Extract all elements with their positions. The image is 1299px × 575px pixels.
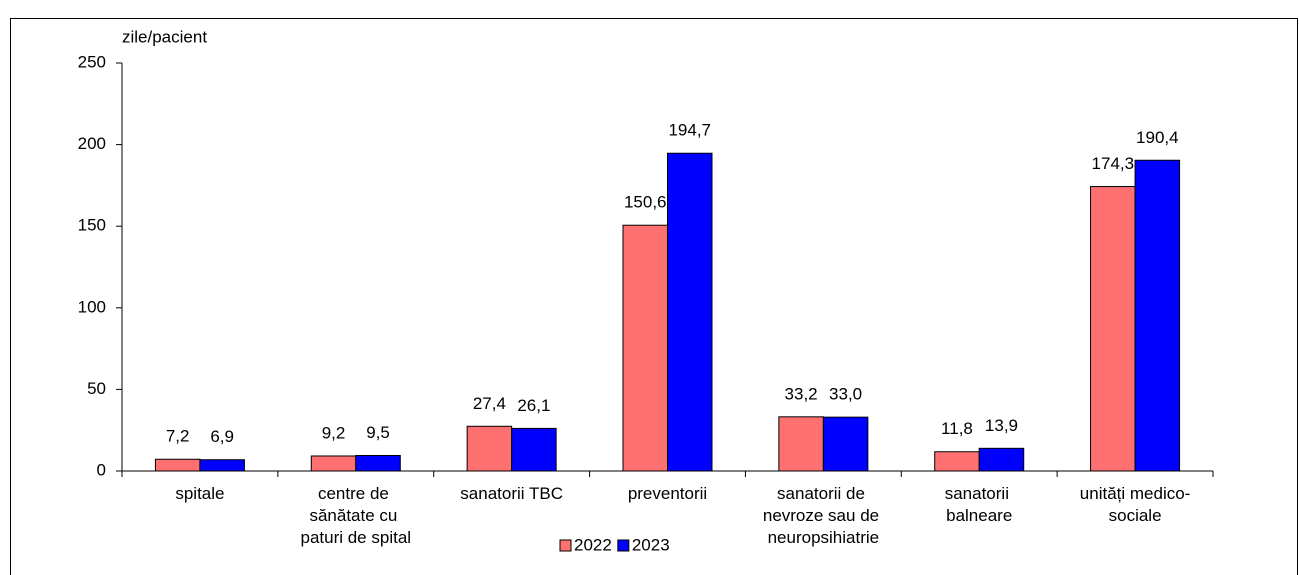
bar xyxy=(978,447,1025,472)
bar xyxy=(355,454,401,472)
x-tick-label-line: sanatorii xyxy=(945,484,1014,503)
x-tick-label-line: sanatorii de xyxy=(777,484,870,503)
x-tick-label-line: spitale xyxy=(175,484,224,503)
x-tick-label-line: sănătate cu xyxy=(309,506,402,525)
bar xyxy=(622,224,668,472)
bar xyxy=(154,458,201,472)
y-tick-label: 200 xyxy=(78,134,106,153)
value-label: 26,1 xyxy=(517,396,550,415)
x-tick-label: sanatorii balneare xyxy=(945,484,1014,525)
bar xyxy=(1134,159,1181,472)
x-tick-label-line: neuropsihiatrie xyxy=(768,528,880,547)
bar xyxy=(511,427,557,472)
legend-label: 2023 xyxy=(632,535,670,554)
value-label: 9,5 xyxy=(366,423,390,442)
value-label: 174,3 xyxy=(1092,154,1135,173)
value-label: 33,0 xyxy=(829,385,862,404)
bar xyxy=(199,459,245,472)
legend-label: 2022 xyxy=(574,535,612,554)
value-label: 27,4 xyxy=(473,394,506,413)
value-label: 33,2 xyxy=(785,384,818,403)
bar xyxy=(934,451,980,472)
x-tick-label: unități medico-sociale xyxy=(1080,484,1191,525)
bar xyxy=(667,152,713,472)
legend-swatch xyxy=(617,539,630,552)
value-label: 9,2 xyxy=(322,423,346,442)
x-tick-label-line: sociale xyxy=(1109,506,1162,525)
x-tick-label-line: preventorii xyxy=(628,484,707,503)
value-label: 6,9 xyxy=(210,427,234,446)
x-tick-label-line: centre de xyxy=(318,484,394,503)
value-label: 190,4 xyxy=(1136,128,1179,147)
y-tick-label: 250 xyxy=(78,52,106,71)
x-tick-label-line: nevroze sau de xyxy=(763,506,884,525)
y-tick-label: 150 xyxy=(78,216,106,235)
bar xyxy=(1090,186,1136,472)
x-tick-label: spitale xyxy=(175,484,224,503)
y-tick-label: 0 xyxy=(97,460,106,479)
legend-swatch xyxy=(559,539,572,552)
y-axis-label: zile/pacient xyxy=(122,27,207,46)
x-tick-label-line: paturi de spital xyxy=(300,528,411,547)
value-label: 11,8 xyxy=(941,419,973,438)
bar xyxy=(822,416,869,472)
bar xyxy=(778,416,824,472)
bar xyxy=(310,455,357,472)
x-tick-label-line: balneare xyxy=(946,506,1012,525)
y-tick-label: 50 xyxy=(87,379,106,398)
x-tick-label: centre de sănătate cu paturi de spital xyxy=(300,484,411,547)
value-label: 7,2 xyxy=(166,427,190,446)
value-label: 150,6 xyxy=(624,193,667,212)
x-tick-label: sanatorii de nevroze sau de neuropsihiat… xyxy=(763,484,884,547)
value-label: 194,7 xyxy=(668,121,711,140)
value-label: 13,9 xyxy=(985,416,1018,435)
x-tick-label-line: sanatorii TBC xyxy=(460,484,563,503)
bar xyxy=(466,425,513,472)
y-tick-label: 100 xyxy=(78,297,106,316)
x-tick-label: preventorii xyxy=(628,484,707,503)
x-tick-label-line: unități medico- xyxy=(1080,484,1191,503)
x-tick-label: sanatorii TBC xyxy=(460,484,563,503)
